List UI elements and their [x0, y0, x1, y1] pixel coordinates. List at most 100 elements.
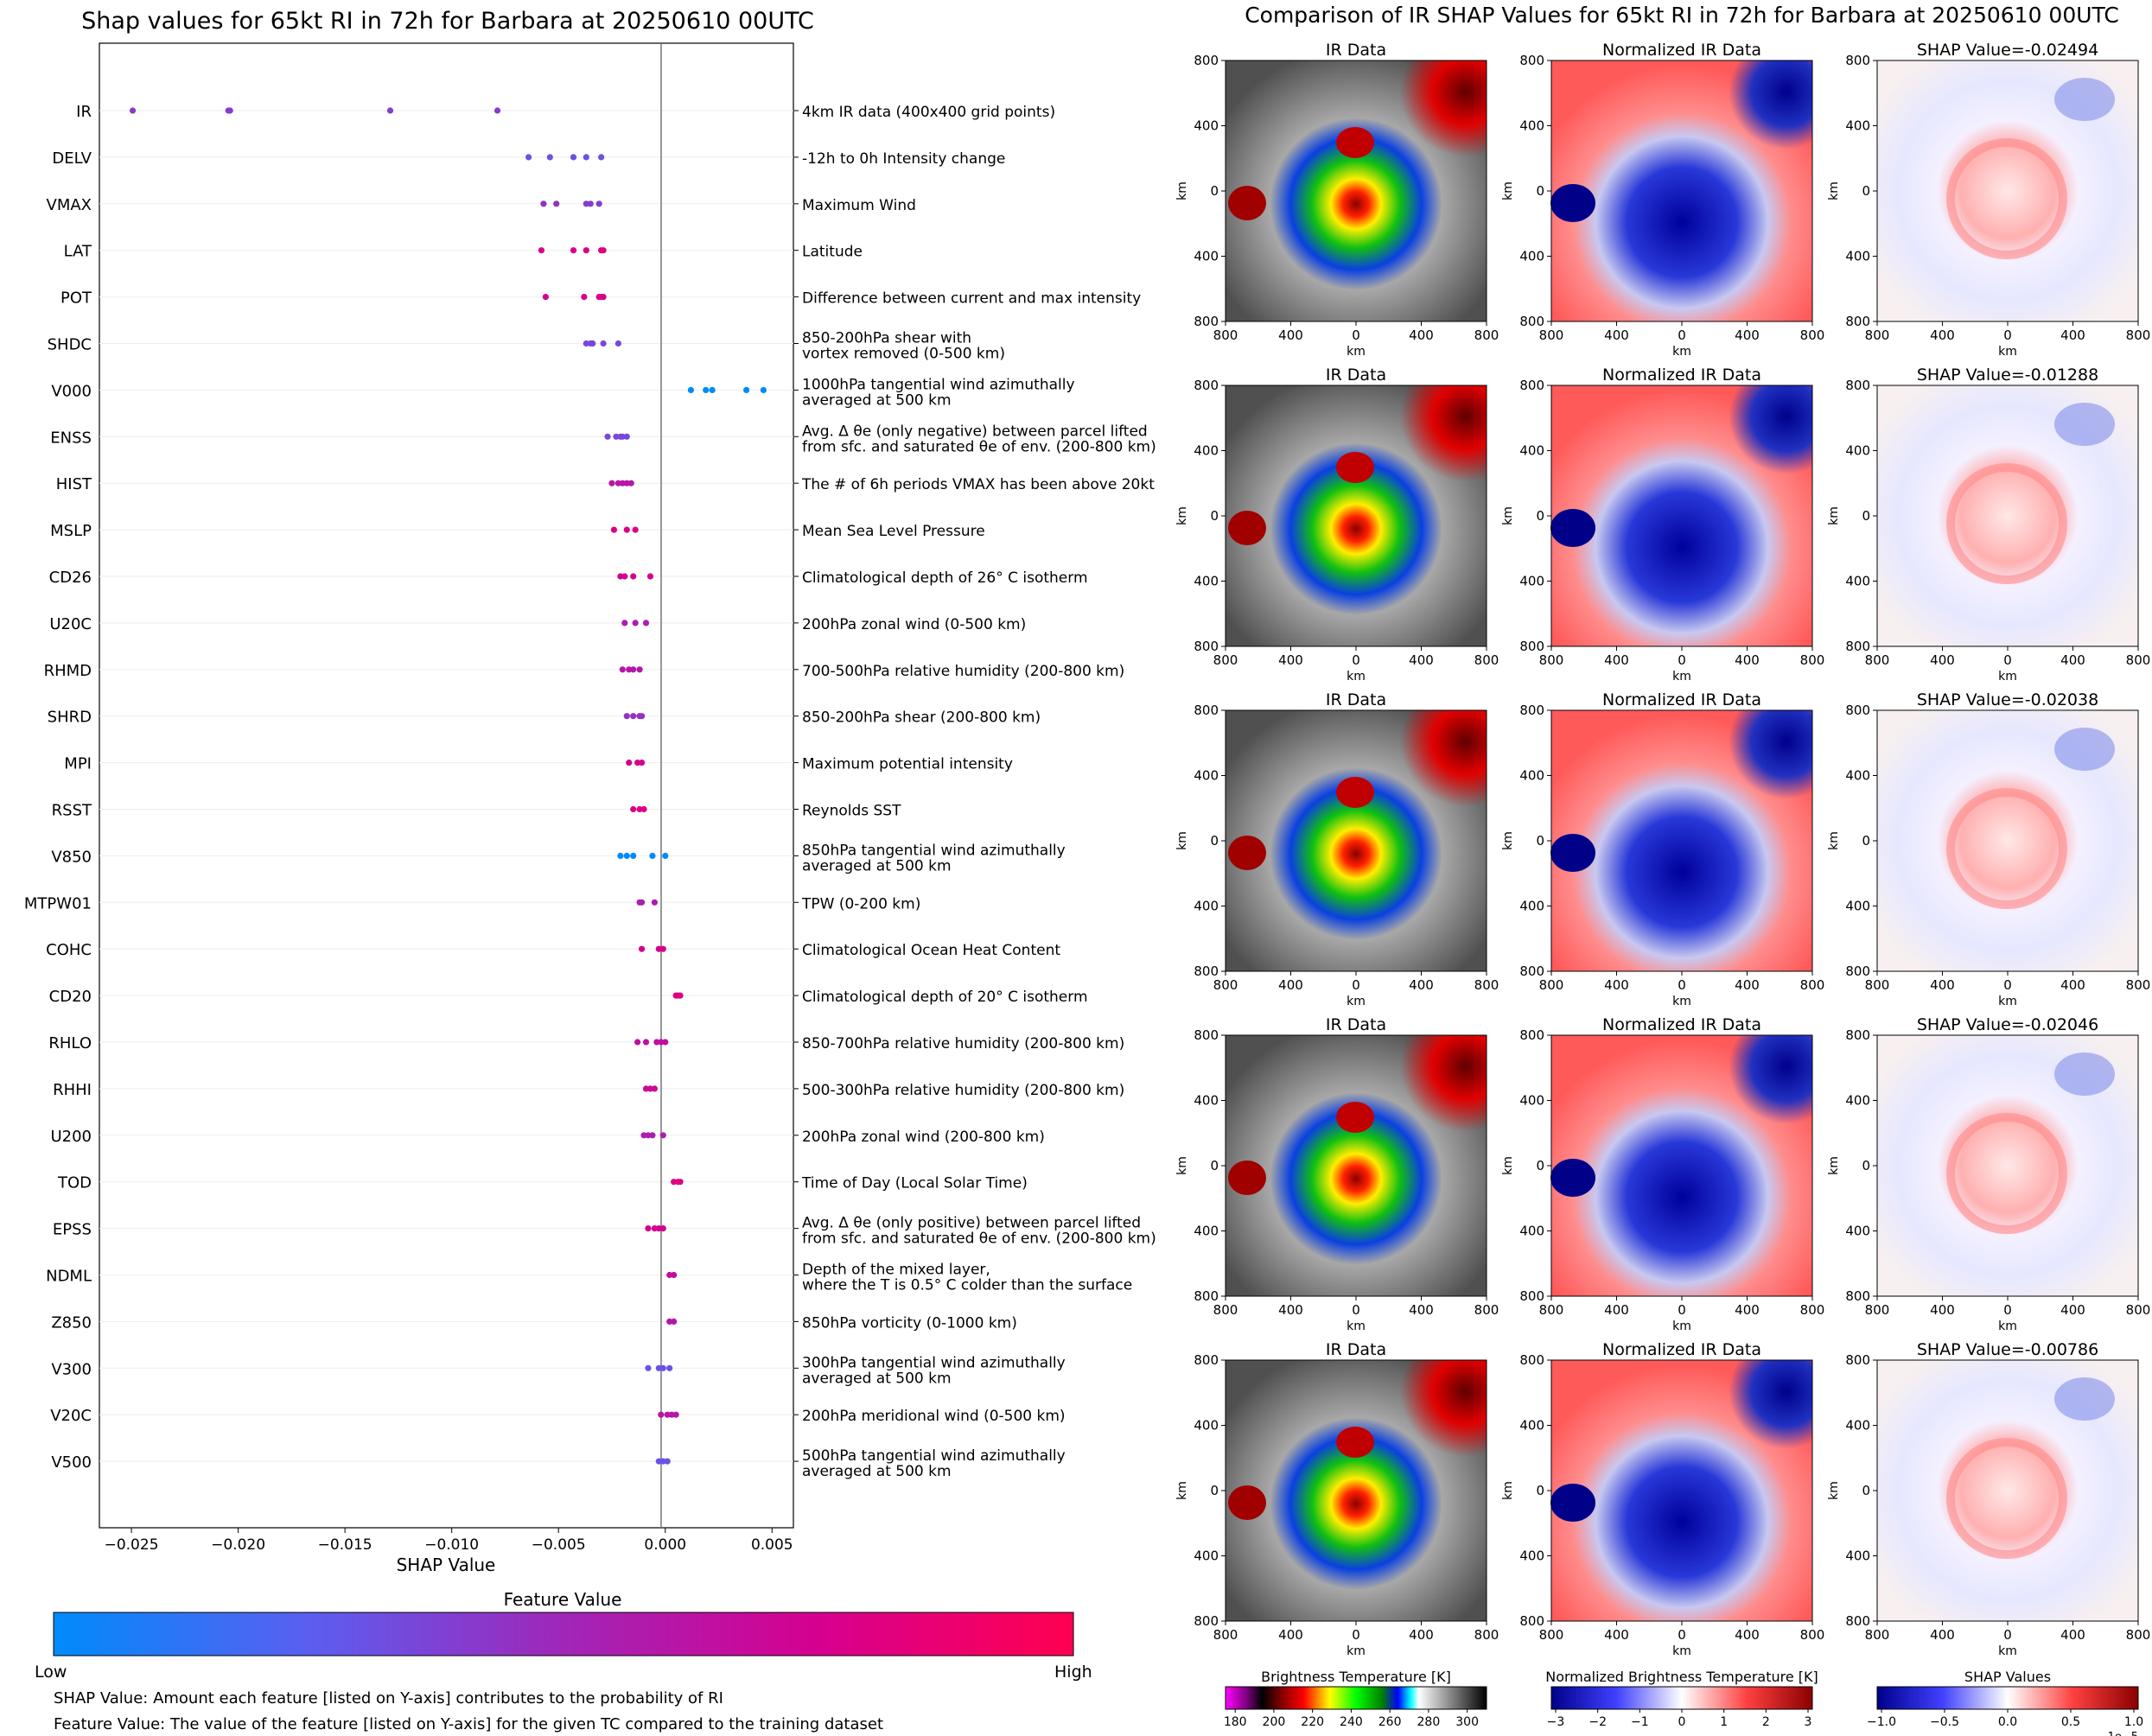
feature-label: Z850 — [51, 1313, 92, 1332]
shap-point — [604, 433, 611, 440]
y-tick-label: 800 — [1194, 1613, 1219, 1629]
feature-label: CD20 — [49, 988, 92, 1006]
x-tick-label: −0.010 — [424, 1536, 479, 1554]
shap-point — [634, 1039, 641, 1046]
x-tick-label: 800 — [1213, 1627, 1238, 1643]
shap-point — [642, 620, 650, 626]
colorbar-tick-label: 300 — [1455, 1715, 1479, 1729]
y-tick-label: 400 — [1519, 249, 1544, 264]
y-tick-label: 400 — [1519, 1224, 1544, 1239]
shap-point — [703, 386, 710, 393]
y-tick-label: 800 — [1519, 703, 1544, 718]
shap-point — [659, 1225, 666, 1232]
x-tick-label: 800 — [1539, 1627, 1564, 1643]
x-tick-label: 800 — [2126, 652, 2151, 668]
ir-eye-region — [1336, 1427, 1374, 1458]
y-tick-label: 400 — [1845, 118, 1870, 134]
y-tick-label: 0 — [1536, 508, 1544, 524]
y-axis-label: km — [1501, 1481, 1515, 1500]
y-tick-label: 800 — [1845, 639, 1870, 654]
x-tick-label: 400 — [1409, 327, 1434, 343]
feature-description: 200hPa zonal wind (200-800 km) — [802, 1129, 1045, 1146]
norm-dark-spot — [1550, 1159, 1595, 1197]
y-tick-label: 800 — [1519, 1288, 1544, 1304]
ir-subplot: Normalized IR Data8008004004000040040080… — [1501, 1015, 1824, 1333]
shap-point — [666, 1364, 673, 1371]
footnote-feature-value: Feature Value: The value of the feature … — [54, 1715, 883, 1733]
normalized-ir-image-detail — [1551, 1360, 1812, 1621]
shap-point — [623, 852, 630, 860]
shap-negative-patch — [2054, 728, 2115, 771]
ir-subplot: Normalized IR Data8008004004000040040080… — [1501, 366, 1824, 684]
x-tick-label: 0 — [1678, 1627, 1686, 1643]
feature-description: 850hPa vorticity (0-1000 km) — [802, 1314, 1017, 1332]
feature-description: 850-200hPa shear (200-800 km) — [802, 709, 1041, 727]
y-tick-label: 0 — [1862, 183, 1870, 199]
feature-description: Mean Sea Level Pressure — [802, 523, 985, 540]
shap-point — [642, 1085, 650, 1092]
feature-label: CD26 — [49, 569, 92, 587]
colorbar-tick-label: 1 — [1720, 1715, 1728, 1729]
footnote-shap-value: SHAP Value: Amount each feature [listed … — [54, 1689, 723, 1707]
feature-label: TOD — [57, 1174, 92, 1192]
ir-data-image-detail — [1226, 1035, 1487, 1296]
x-tick-label: 800 — [1800, 1627, 1825, 1643]
colorbar-tick-label: 200 — [1263, 1715, 1286, 1729]
x-tick-label: 800 — [1539, 977, 1564, 993]
shap-point — [649, 852, 656, 860]
subplot-title: IR Data — [1326, 41, 1386, 60]
feature-label: POT — [60, 289, 92, 308]
colorbar-offset-label: 1e−5 — [2108, 1731, 2138, 1736]
feature-label: MSLP — [50, 522, 92, 540]
y-tick-label: 800 — [1845, 378, 1870, 393]
subplot-title: Normalized IR Data — [1602, 41, 1761, 60]
norm-dark-spot — [1550, 834, 1595, 872]
x-tick-label: 400 — [2060, 1302, 2085, 1318]
shap-point — [598, 154, 605, 161]
ir-eye-region — [1336, 127, 1374, 158]
x-axis-label: km — [1998, 345, 2017, 359]
y-tick-label: 400 — [1519, 118, 1544, 134]
x-tick-label: 400 — [1409, 977, 1434, 993]
x-tick-label: 0.005 — [751, 1536, 793, 1554]
feature-label: U20C — [49, 615, 92, 633]
feature-label: NDML — [46, 1268, 92, 1286]
x-tick-label: 0 — [2003, 977, 2012, 993]
feature-description: Maximum potential intensity — [802, 756, 1013, 773]
y-tick-label: 800 — [1845, 703, 1870, 718]
colorbar-tick-label: −1 — [1631, 1715, 1649, 1729]
shap-point — [610, 526, 618, 533]
shap-point — [608, 480, 615, 486]
y-tick-label: 0 — [1862, 1483, 1870, 1498]
y-tick-label: 800 — [1194, 1027, 1219, 1043]
shap-values-colorbar — [1876, 1686, 2139, 1710]
feature-label: V000 — [51, 382, 92, 400]
x-tick-label: 0 — [1678, 1302, 1686, 1318]
y-axis-label: km — [1175, 1156, 1189, 1175]
x-tick-label: 800 — [1865, 652, 1890, 668]
feature-label: DELV — [52, 149, 92, 168]
feature-description: 500hPa tangential wind azimuthally averag… — [802, 1447, 1066, 1480]
shap-point — [649, 1132, 656, 1139]
shap-point — [386, 107, 394, 114]
y-tick-label: 800 — [1845, 1027, 1870, 1043]
feature-description: Depth of the mixed layer, where the T is … — [802, 1262, 1132, 1294]
subplot-title: SHAP Value=-0.02038 — [1917, 690, 2098, 709]
y-tick-label: 400 — [1194, 249, 1219, 264]
x-tick-label: 800 — [1539, 1302, 1564, 1318]
shap-point — [619, 480, 626, 486]
y-tick-label: 400 — [1845, 768, 1870, 784]
x-tick-label: 800 — [1474, 977, 1499, 993]
y-tick-label: 800 — [1845, 1613, 1870, 1629]
shap-point — [760, 386, 767, 393]
feature-label: COHC — [46, 941, 92, 959]
shap-point — [662, 852, 669, 860]
shap-ring — [1946, 463, 2067, 584]
x-tick-label: 800 — [1865, 1302, 1890, 1318]
feature-description: 500-300hPa relative humidity (200-800 km… — [802, 1082, 1124, 1099]
y-tick-label: 800 — [1194, 1288, 1219, 1304]
x-axis-label: km — [1347, 345, 1366, 359]
shap-point — [645, 1132, 652, 1139]
feature-label: EPSS — [53, 1221, 92, 1239]
shap-point — [636, 805, 643, 813]
